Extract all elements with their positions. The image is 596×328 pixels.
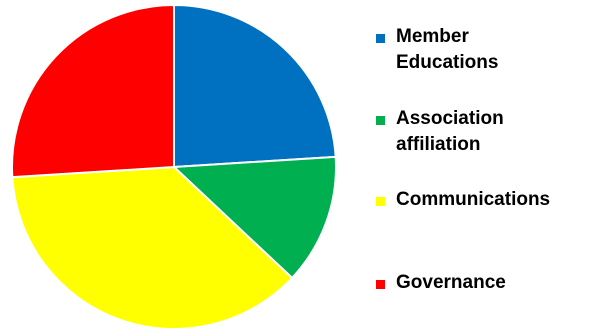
legend-swatch-governance xyxy=(376,280,385,289)
legend-swatch-association-affiliation xyxy=(376,116,385,125)
pie-slice-communications xyxy=(11,166,294,328)
legend-label-governance: Governance xyxy=(396,272,506,293)
legend-label-association-affiliation: Association affiliation xyxy=(396,108,504,155)
pie-slice-governance xyxy=(11,4,175,179)
legend-label-member-educations: Member Educations xyxy=(396,26,499,73)
pie-slice-association-affiliation xyxy=(173,155,337,279)
pie-chart xyxy=(11,4,337,328)
legend-swatch-member-educations xyxy=(376,34,385,43)
pie-slice-member-educations xyxy=(173,4,337,168)
legend-label-communications: Communications xyxy=(396,189,551,210)
legend-swatch-communications xyxy=(376,197,385,206)
legend: Member Educations Association affiliatio… xyxy=(376,0,596,328)
